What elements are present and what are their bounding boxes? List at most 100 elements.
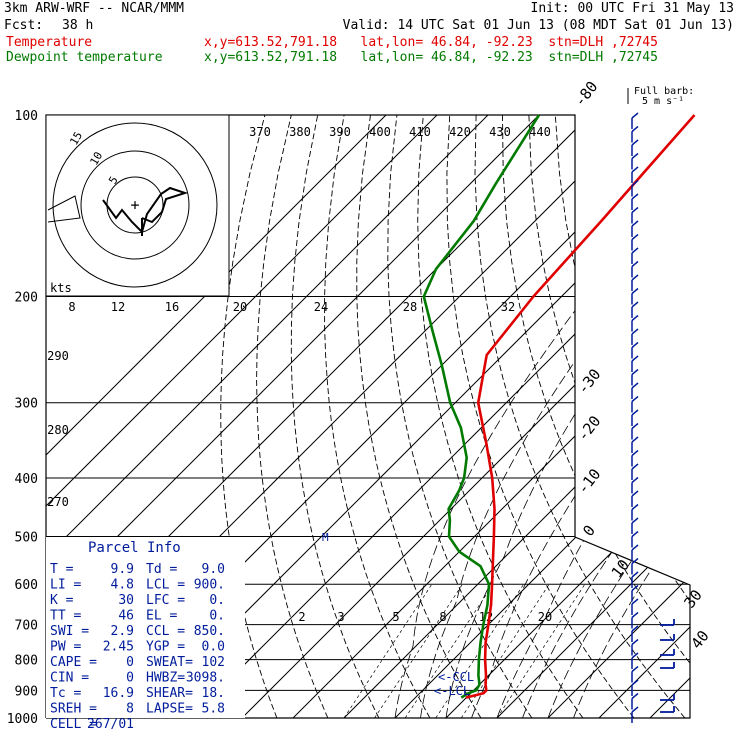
pressure-label: 100 xyxy=(15,109,38,124)
dry-adiabat-line xyxy=(660,115,690,718)
wind-barb-flag xyxy=(631,287,639,295)
dry-adiabat-line xyxy=(356,115,482,718)
parcel-info-value: 850. xyxy=(194,624,225,639)
parcel-info-key: SREH = xyxy=(50,702,97,717)
hodograph-speed-tick: 28 xyxy=(403,300,417,314)
hodograph-trace xyxy=(102,186,189,234)
isotherm-line xyxy=(547,115,690,718)
isotherm-line xyxy=(649,115,690,718)
wind-barb-flag xyxy=(631,112,639,119)
mixing-ratio-line xyxy=(374,584,463,718)
dry-adiabat-line xyxy=(256,115,329,718)
mixing-ratio-label: 5 xyxy=(392,610,399,624)
hodograph-center: + xyxy=(130,196,139,214)
parcel-info-value: 9.0 xyxy=(202,562,225,577)
parcel-info-key: HWBZ= xyxy=(146,671,185,686)
parcel-info-key: CCL = xyxy=(146,624,185,639)
parcel-info-key: LCL = xyxy=(146,578,185,593)
hodograph-ring xyxy=(52,122,218,288)
hodograph-wind-sector xyxy=(47,195,81,223)
wind-barb-flag xyxy=(631,206,639,214)
parcel-info-title: Parcel Info xyxy=(88,540,181,556)
dry-adiabat-line xyxy=(474,115,686,718)
parcel-info-value: 0. xyxy=(209,609,225,624)
theta-label: 390 xyxy=(329,125,351,139)
init-time: Init: 00 UTC Fri 31 May 13 xyxy=(530,1,735,16)
parcel-info-value: 2.45 xyxy=(103,640,134,655)
parcel-info-key: CAPE = xyxy=(50,655,97,670)
mixing-ratio-label: 20 xyxy=(538,610,552,624)
wind-barb-flag xyxy=(631,544,639,551)
ccl-marker: <-CCL xyxy=(438,670,474,684)
parcel-info-key: T = xyxy=(50,562,74,577)
temperature-legend: Temperature xyxy=(6,35,93,50)
parcel-info-value: 0 xyxy=(126,655,134,670)
wind-barb-flag xyxy=(631,179,639,187)
temperature-curve xyxy=(465,114,696,699)
wind-barb-flag xyxy=(631,503,639,511)
dry-adiabat-line xyxy=(324,115,431,718)
moist-adiabat-line xyxy=(445,296,658,718)
wind-barb-flag xyxy=(631,449,639,457)
wind-barb-flag xyxy=(631,665,639,673)
hodograph-speed-tick: 32 xyxy=(501,300,515,314)
parcel-info-key: PW = xyxy=(50,640,81,655)
mixing-ratio-line xyxy=(496,584,586,718)
forecast-hours: 38 h xyxy=(62,18,94,33)
parcel-info-value: 16.9 xyxy=(103,686,134,701)
parcel-info-value: 9.9 xyxy=(111,562,134,577)
dry-adiabat-line xyxy=(581,115,690,718)
dewpoint-location: x,y=613.52,791.18 lat,lon= 46.84, -92.23… xyxy=(204,50,658,65)
parcel-info-value: 5.8 xyxy=(202,702,225,717)
dry-adiabat-line xyxy=(634,115,690,718)
wind-barb-flag xyxy=(631,139,639,146)
wind-barb-flag xyxy=(631,422,639,430)
dry-adiabat-line xyxy=(554,115,690,718)
wind-barb-flag xyxy=(631,476,639,484)
mixing-ratio-line xyxy=(404,584,494,718)
theta-label: 370 xyxy=(249,125,271,139)
parcel-info-key: Tc = xyxy=(50,686,81,701)
isotherm-line xyxy=(190,115,690,718)
lcl-marker: <-LCL xyxy=(434,684,470,698)
theta-label: 290 xyxy=(47,349,69,363)
temperature-tick-label: 0 xyxy=(579,522,599,540)
hodograph-speed-tick: 20 xyxy=(233,300,247,314)
parcel-info-box xyxy=(46,537,245,718)
parcel-info-key: LFC = xyxy=(146,593,185,608)
pressure-label: 200 xyxy=(15,291,38,306)
wind-barb-flag xyxy=(631,409,639,416)
dry-adiabat-line xyxy=(607,115,690,718)
theta-label: 410 xyxy=(409,125,431,139)
temperature-tick-label: -10 xyxy=(574,465,605,497)
dry-adiabat-line xyxy=(502,115,690,718)
dewpoint-legend: Dewpoint temperature xyxy=(6,50,163,65)
wind-barb-flag xyxy=(631,584,639,592)
wind-barb-flag xyxy=(631,125,639,133)
wind-barb-flag xyxy=(631,382,639,389)
parcel-info-value: 102 xyxy=(202,655,225,670)
pressure-label: 600 xyxy=(15,578,38,593)
moist-adiabat-line xyxy=(394,296,586,718)
hodograph-ring-label: 15 xyxy=(67,129,85,147)
parcel-info-value: 18. xyxy=(202,686,225,701)
wind-barb-flag xyxy=(631,274,639,281)
mixing-ratio-label: 2 xyxy=(298,610,305,624)
theta-label: 270 xyxy=(47,495,69,509)
parcel-info-value: 46 xyxy=(118,609,134,624)
hodograph-speed-tick: 24 xyxy=(314,300,328,314)
model-title: 3km ARW-WRF -- NCAR/MMM xyxy=(4,1,185,16)
wind-barb-flag xyxy=(631,247,639,254)
parcel-info-key: Td = xyxy=(146,562,177,577)
wind-barb-flag xyxy=(631,233,639,241)
wind-barb-flag xyxy=(631,301,639,308)
wind-barb-flag xyxy=(631,557,639,565)
pressure-label: 700 xyxy=(15,619,38,634)
wind-barb-flag xyxy=(631,220,639,227)
dry-adiabat-line xyxy=(387,115,533,718)
parcel-marker: M xyxy=(322,531,329,544)
valid-time: Valid: 14 UTC Sat 01 Jun 13 (08 MDT Sat … xyxy=(342,18,734,33)
wind-barb-flag xyxy=(631,611,639,619)
